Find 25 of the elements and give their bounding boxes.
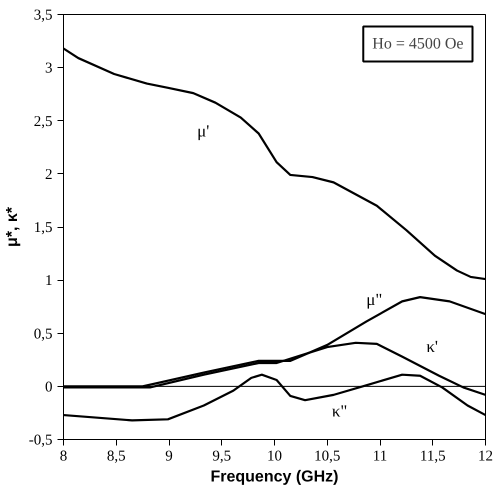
y-tick-label: 3 xyxy=(45,60,52,77)
y-tick-label: 1 xyxy=(45,273,52,290)
y-tick-label: 2,5 xyxy=(34,114,52,130)
x-axis-title: Frequency (GHz) xyxy=(210,468,339,486)
series-label: μ" xyxy=(366,290,382,310)
series-label: μ' xyxy=(197,122,210,141)
x-tick-label: 8 xyxy=(60,448,68,464)
y-axis-title: μ*, κ* xyxy=(4,206,21,248)
series-label: κ' xyxy=(426,337,438,356)
x-tick-label: 9 xyxy=(165,448,173,464)
annotation: Ho = 4500 Oe xyxy=(372,36,464,52)
x-tick-label: 11,5 xyxy=(420,448,446,464)
y-tick-label: 0 xyxy=(45,379,52,396)
series-label: κ" xyxy=(332,401,348,420)
x-tick-label: 8,5 xyxy=(106,448,126,464)
y-tick-label: -0,5 xyxy=(28,432,53,448)
y-tick-label: 0,5 xyxy=(34,326,52,342)
x-tick-label: 10 xyxy=(267,448,282,464)
x-tick-label: 12 xyxy=(478,448,493,464)
x-tick-label: 11 xyxy=(372,448,388,464)
y-tick-label: 2 xyxy=(45,166,52,183)
y-tick-label: 3,5 xyxy=(34,8,52,24)
x-tick-label: 9,5 xyxy=(212,448,232,464)
x-tick-label: 10,5 xyxy=(314,448,340,464)
y-tick-label: 1,5 xyxy=(34,220,52,236)
